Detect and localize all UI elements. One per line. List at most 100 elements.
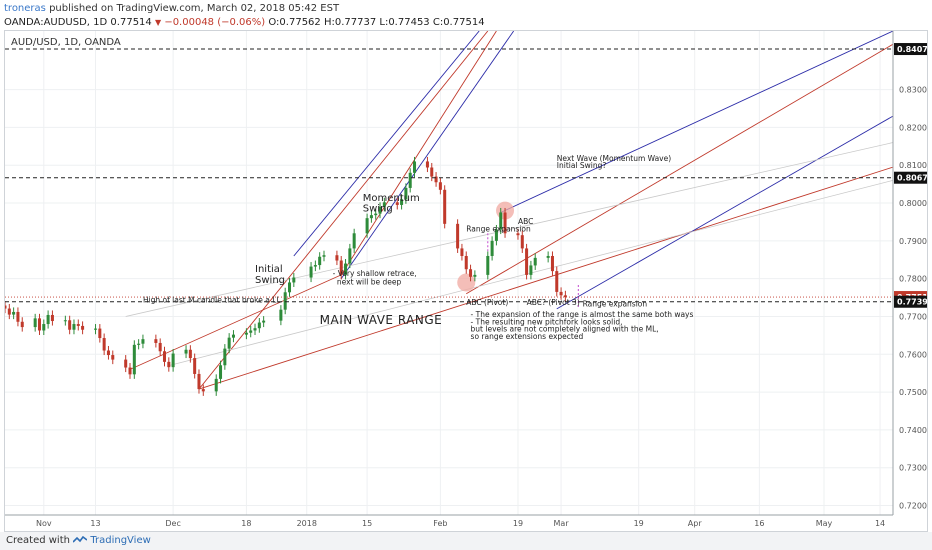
price-change: −0.00048 (−0.06%)	[164, 17, 266, 28]
candle-body	[563, 295, 567, 298]
x-tick-label: 14	[875, 519, 885, 528]
tradingview-logo-icon	[73, 536, 88, 543]
candle-body	[219, 365, 223, 379]
candle-body	[162, 351, 167, 362]
candle-body	[550, 255, 554, 272]
annotation-text: Initial	[255, 264, 283, 275]
candle-body	[124, 359, 128, 368]
pitchfork-upper-line-2	[500, 30, 894, 213]
guide-line-2	[125, 142, 894, 317]
candle-body	[283, 292, 287, 310]
pitchfork-lower-line-2	[556, 115, 894, 310]
author-link[interactable]: troneras	[4, 3, 46, 14]
candle-body	[72, 324, 76, 330]
candle-body	[292, 277, 296, 283]
annotation-text: ABC? (Pivot 3)	[527, 298, 580, 307]
candle-body	[503, 212, 507, 234]
candle-body	[400, 199, 404, 205]
tradingview-brand[interactable]: TradingView	[90, 535, 151, 546]
candle-body	[81, 325, 85, 330]
pitchfork-median-line-2	[340, 30, 497, 276]
candle-body	[223, 348, 227, 366]
pitchfork-upper-line	[293, 30, 480, 257]
annotation-text: High of last M candle that broke a LL	[143, 295, 281, 304]
candle-body	[102, 338, 106, 351]
annotation-text: - The expansion of the range is almost t…	[471, 310, 694, 319]
annotation-text: Range expansion	[466, 224, 531, 233]
candle-body	[555, 271, 559, 292]
candle-body	[68, 320, 72, 330]
candle-body	[313, 265, 317, 267]
candle-body	[529, 265, 533, 275]
x-tick-label: Apr	[688, 519, 703, 528]
x-tick-label: 13	[90, 519, 100, 528]
y-tick-label: 0.83000	[899, 86, 927, 95]
candle-body	[525, 248, 529, 275]
candle-body	[167, 361, 171, 368]
candle-body	[369, 215, 373, 219]
x-tick-label: 19	[634, 519, 644, 528]
candle-body	[262, 320, 266, 323]
candle-body	[37, 318, 41, 331]
x-tick-label: Mar	[554, 519, 570, 528]
annotation-text: Next Wave (Momentum Wave)	[557, 154, 671, 163]
candle-body	[193, 358, 197, 374]
candle-body	[137, 343, 141, 345]
candle-body	[408, 172, 412, 188]
symbol-quote-line: OANDA:AUDUSD, 1D 0.77514 ▼ −0.00048 (−0.…	[4, 17, 485, 28]
x-tick-label: 18	[241, 519, 251, 528]
pivot-line	[129, 274, 342, 370]
annotation-text: Momentum	[363, 193, 420, 204]
publish-header: troneras published on TradingView.com, M…	[0, 0, 932, 30]
annotation-text: Swing	[363, 204, 393, 215]
candle-body	[3, 305, 7, 309]
candle-body	[201, 389, 205, 392]
candle-body	[197, 373, 201, 390]
candle-body	[132, 344, 136, 375]
candle-body	[382, 202, 386, 207]
price-label-box	[894, 295, 927, 308]
annotation-text: MAIN WAVE RANGE	[320, 313, 443, 327]
candle-body	[20, 321, 24, 328]
candle-body	[188, 349, 192, 359]
ohlc-values: O:0.77562 H:0.77737 L:0.77453 C:0.77514	[268, 17, 485, 28]
candle-body	[214, 378, 218, 392]
candle-body	[404, 187, 408, 200]
candle-body	[322, 255, 326, 257]
candle-body	[546, 255, 550, 258]
candle-body	[339, 260, 343, 275]
candle-body	[12, 311, 16, 315]
price-label: 0.84073	[897, 45, 927, 54]
candle-body	[559, 291, 563, 296]
candle-body	[184, 349, 188, 354]
candle-body	[469, 269, 473, 277]
annotation-text: Swing	[255, 275, 285, 286]
candle-body	[499, 212, 503, 230]
annotation-text: ABC	[518, 217, 533, 226]
annotation-text: ABC (Pivot)	[466, 298, 508, 307]
candle-body	[76, 324, 80, 326]
highlight-circle	[457, 273, 476, 292]
candle-body	[348, 248, 352, 264]
candle-body	[63, 320, 67, 322]
candle-body	[231, 334, 235, 338]
candle-body	[413, 161, 417, 173]
price-label-box	[894, 43, 927, 56]
price-label-box	[894, 171, 927, 184]
candle-body	[460, 248, 464, 256]
x-tick-label: 2018	[297, 519, 317, 528]
candle-body	[335, 255, 339, 261]
candle-body	[98, 328, 102, 339]
candle-body	[344, 263, 348, 275]
candle-body	[395, 202, 399, 205]
candle-body	[309, 266, 313, 278]
candle-body	[279, 309, 283, 321]
pitchfork-lower-line	[340, 30, 515, 279]
candle-body	[520, 235, 524, 249]
